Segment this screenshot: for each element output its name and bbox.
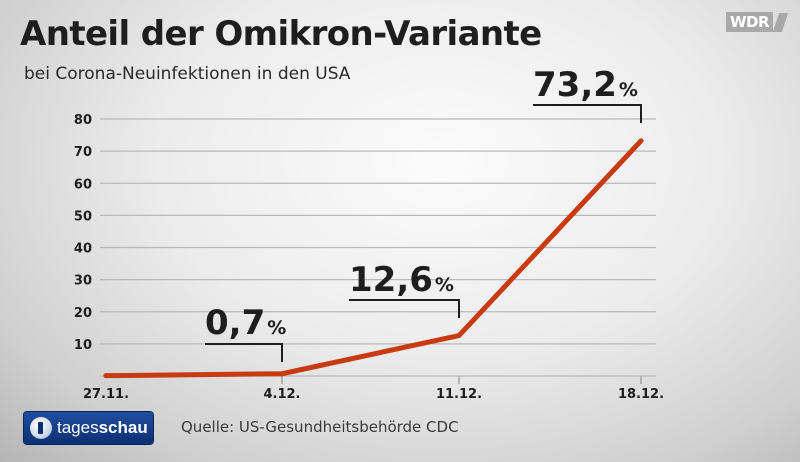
chart-title: Anteil der Omikron-Variante [20, 14, 542, 54]
x-tick-label: 11.12. [436, 387, 482, 402]
data-point [103, 373, 109, 379]
x-tick-label: 27.11. [83, 387, 129, 402]
data-point [638, 138, 644, 144]
data-line [103, 138, 644, 379]
annotation-bracket [205, 343, 283, 362]
annotation-bracket [533, 104, 642, 123]
y-tick-label: 60 [74, 177, 92, 192]
y-tick-label: 40 [74, 242, 92, 257]
data-point [456, 333, 462, 339]
tagesschau-emblem-icon [30, 417, 52, 439]
chart-subtitle: bei Corona-Neuinfektionen in den USA [24, 64, 351, 84]
y-tick-label: 70 [74, 145, 92, 160]
logo-suffix: schau [98, 418, 148, 437]
tagesschau-logo: tagesschau [24, 412, 153, 444]
data-point [279, 371, 285, 377]
source-note: Quelle: US-Gesundheitsbehörde CDC [181, 418, 459, 436]
annotation-label: 12,6% [349, 260, 454, 300]
logo-text: tagesschau [57, 418, 148, 438]
annotation-label: 0,7% [205, 303, 286, 343]
annotation-bracket [349, 299, 460, 318]
y-tick-label: 20 [74, 306, 92, 321]
x-tick-label: 4.12. [263, 387, 300, 402]
x-tick-label: 18.12. [618, 387, 664, 402]
y-tick-label: 80 [74, 113, 92, 128]
y-tick-label: 10 [74, 338, 92, 353]
logo-prefix: tages [57, 418, 99, 437]
y-tick-label: 50 [74, 209, 92, 224]
annotation-label: 73,2% [533, 65, 638, 105]
y-tick-label: 30 [74, 274, 92, 289]
wdr-logo: WDR [726, 12, 789, 32]
wdr-label: WDR [726, 12, 774, 32]
